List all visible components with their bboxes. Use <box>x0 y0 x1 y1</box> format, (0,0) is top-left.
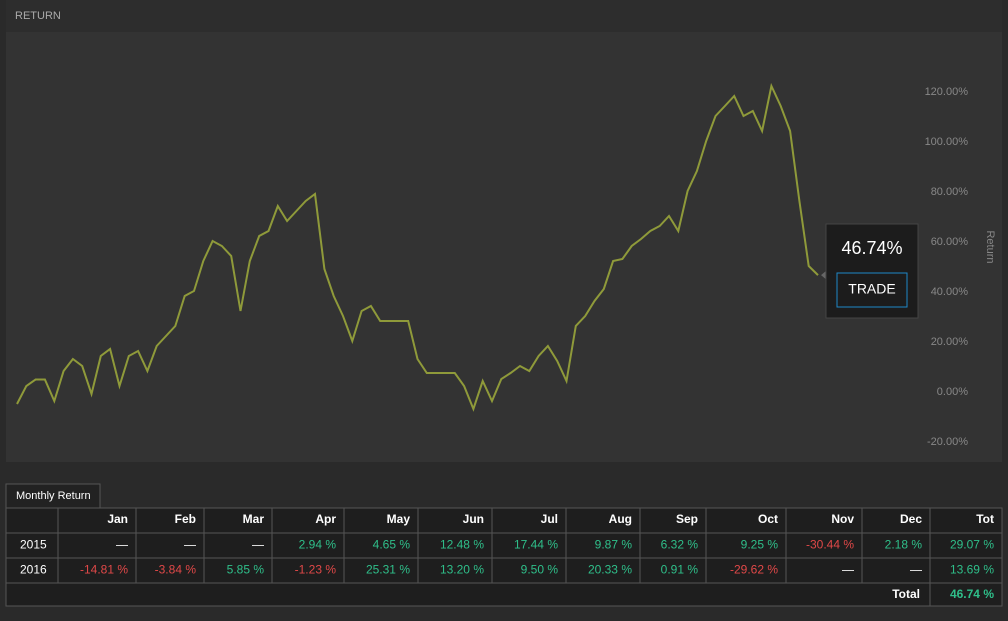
y-tick-label: 40.00% <box>931 286 969 298</box>
row-header: 2015 <box>20 538 47 552</box>
column-header: Mar <box>243 512 265 526</box>
column-header: Jul <box>541 512 558 526</box>
table-cell: — <box>910 563 922 577</box>
column-header: Jun <box>463 512 484 526</box>
y-tick-label: -20.00% <box>927 436 968 448</box>
table-cell: -3.84 % <box>155 563 197 577</box>
y-tick-label: 80.00% <box>931 186 969 198</box>
tab[interactable] <box>5 483 101 509</box>
total-label: Total <box>892 587 920 601</box>
table-cell: — <box>252 538 264 552</box>
column-header: Tot <box>976 512 994 526</box>
table-cell: 13.69 % <box>950 563 994 577</box>
table-cell: — <box>842 563 854 577</box>
table-cell: — <box>184 538 196 552</box>
column-header: Aug <box>609 512 632 526</box>
column-header: May <box>387 512 411 526</box>
column-header: Feb <box>175 512 196 526</box>
table-cell: 9.87 % <box>595 538 633 552</box>
table-cell: 12.48 % <box>440 538 484 552</box>
table-cell: 25.31 % <box>366 563 410 577</box>
table-cell: 17.44 % <box>514 538 558 552</box>
trade-button[interactable] <box>836 272 908 308</box>
column-header: Oct <box>758 512 778 526</box>
table-cell: 2.18 % <box>885 538 923 552</box>
row-header: 2016 <box>20 563 47 577</box>
table-cell: — <box>116 538 128 552</box>
column-header: Sep <box>676 512 698 526</box>
column-header: Apr <box>315 512 336 526</box>
tab-label[interactable]: Monthly Return <box>16 490 91 502</box>
header-title: RETURN <box>15 10 61 22</box>
table-cell: -1.23 % <box>295 563 337 577</box>
table-cell: 13.20 % <box>440 563 484 577</box>
y-axis-label: Return <box>984 230 996 263</box>
table-cell: 29.07 % <box>950 538 994 552</box>
table-cell: 2.94 % <box>299 538 337 552</box>
table-cell: 6.32 % <box>661 538 699 552</box>
return-line <box>16 82 819 412</box>
column-header: Nov <box>831 512 854 526</box>
table-cell: 9.50 % <box>521 563 559 577</box>
table-cell: -29.62 % <box>730 563 778 577</box>
table-cell: 20.33 % <box>588 563 632 577</box>
y-tick-label: 0.00% <box>937 386 968 398</box>
column-header: Jan <box>107 512 128 526</box>
y-tick-label: 20.00% <box>931 336 969 348</box>
table-cell: 9.25 % <box>741 538 779 552</box>
table-cell: 4.65 % <box>373 538 411 552</box>
table-cell: 5.85 % <box>227 563 265 577</box>
y-tick-label: 120.00% <box>925 86 969 98</box>
tooltip-value: 46.74% <box>841 238 902 258</box>
y-tick-label: 60.00% <box>931 236 969 248</box>
table-cell: -14.81 % <box>80 563 128 577</box>
table-cell: 0.91 % <box>661 563 699 577</box>
tooltip: 46.74% TRADE <box>825 223 919 319</box>
table-cell: -30.44 % <box>806 538 854 552</box>
trade-button-label[interactable]: TRADE <box>848 281 895 297</box>
header-bar <box>6 0 1002 32</box>
total-value: 46.74 % <box>950 587 994 601</box>
column-header: Dec <box>900 512 922 526</box>
y-tick-label: 100.00% <box>925 136 969 148</box>
